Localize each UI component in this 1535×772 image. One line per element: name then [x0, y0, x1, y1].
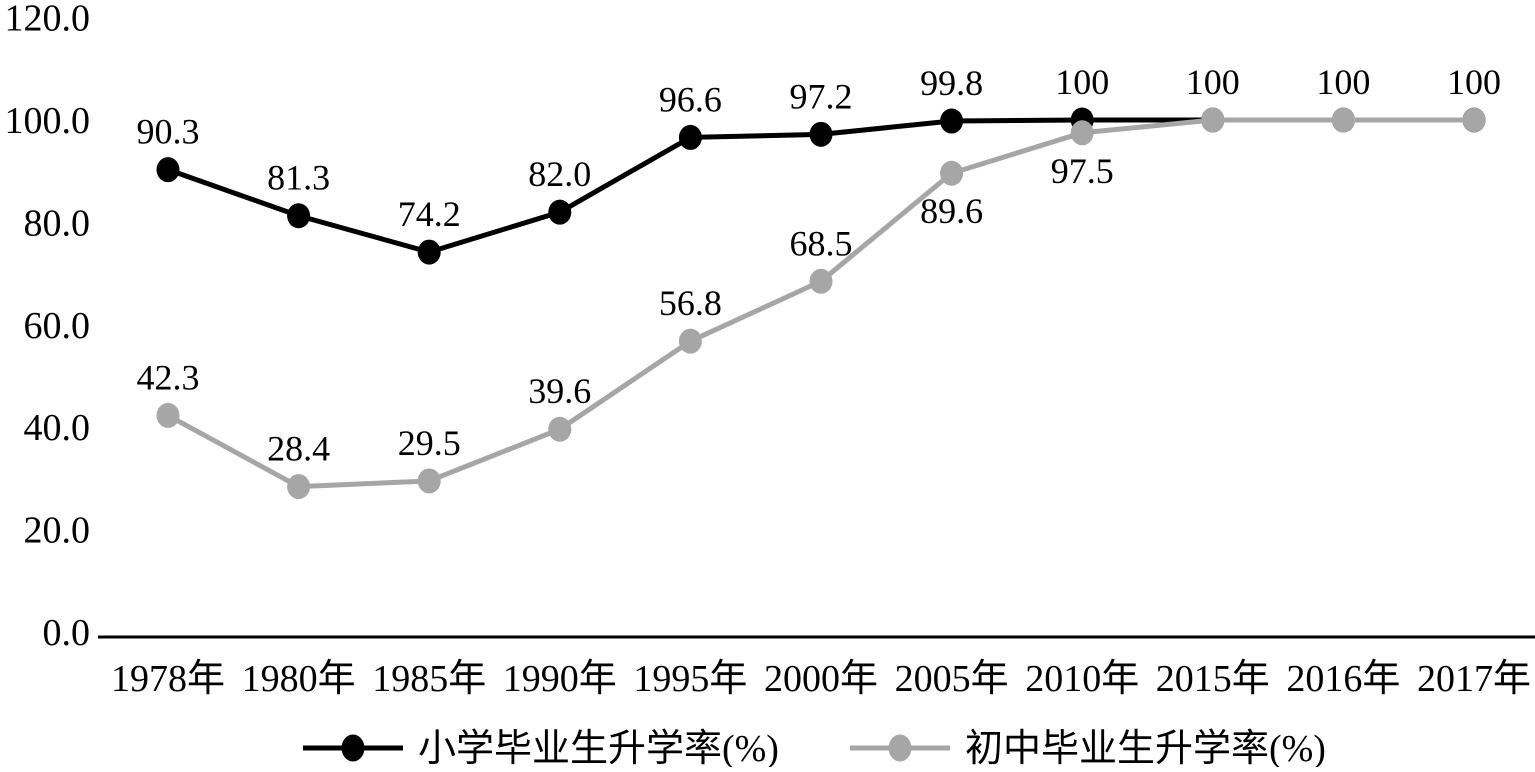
x-axis-label: 2000年	[764, 658, 878, 700]
series-0-data-label: 82.0	[528, 154, 591, 194]
x-axis-label: 2010年	[1025, 658, 1139, 700]
series-1-data-label: 42.3	[137, 357, 200, 397]
series-1-marker	[287, 474, 311, 500]
series-1-marker	[940, 160, 964, 186]
series-1-data-label: 28.4	[267, 429, 330, 469]
y-axis-tick-label: 40.0	[24, 407, 91, 449]
series-0-marker	[940, 108, 964, 134]
series-0-data-label: 74.2	[398, 194, 461, 234]
x-axis-label: 1985年	[372, 658, 486, 700]
series-0-marker	[678, 124, 702, 150]
y-axis-tick-label: 20.0	[24, 510, 91, 552]
series-0-data-label: 96.6	[659, 79, 722, 119]
series-0-marker	[156, 157, 180, 183]
y-axis-tick-label: 100.0	[5, 100, 91, 142]
x-axis-label: 1978年	[111, 658, 225, 700]
series-line-1	[165, 117, 1477, 490]
series-0-data-label: 100	[1186, 62, 1240, 102]
series-1-data-label: 89.6	[920, 191, 983, 231]
series-0-data-label: 90.3	[137, 112, 200, 152]
y-axis-tick-label: 80.0	[24, 202, 91, 244]
x-axis-label: 1995年	[633, 658, 747, 700]
series-1-marker	[809, 268, 833, 294]
x-axis-label: 1980年	[242, 658, 356, 700]
series-0-data-label: 99.8	[920, 63, 983, 103]
y-axis-tick-label: 0.0	[43, 612, 91, 654]
series-1-marker	[678, 328, 702, 354]
series-0-marker	[287, 203, 311, 229]
series-1-marker	[1331, 107, 1355, 133]
series-0-data-label: 100	[1055, 62, 1109, 102]
series-0-data-label: 100	[1447, 62, 1501, 102]
legend-label-0: 小学毕业生升学率(%)	[418, 728, 779, 767]
x-axis-label: 2015年	[1156, 658, 1270, 700]
x-axis-label: 2016年	[1286, 658, 1400, 700]
series-0-data-label: 100	[1316, 62, 1370, 102]
series-1-data-label: 56.8	[659, 283, 722, 323]
x-axis-label: 2005年	[895, 658, 1009, 700]
series-1-marker	[156, 402, 180, 428]
legend-marker-1	[888, 734, 912, 762]
series-0-data-label: 81.3	[267, 158, 330, 198]
series-1-marker	[548, 416, 572, 442]
y-axis-tick-label: 120.0	[5, 0, 91, 40]
series-1-marker	[1201, 107, 1225, 133]
series-1-data-label: 68.5	[790, 223, 853, 263]
series-0-marker	[809, 121, 833, 147]
series-1-data-label: 29.5	[398, 423, 461, 463]
series-1-marker	[417, 468, 441, 494]
x-axis-label: 2017年	[1417, 658, 1531, 700]
legend-label-1: 初中毕业生升学率(%)	[965, 728, 1326, 767]
series-1-marker	[1462, 107, 1486, 133]
series-1-data-label: 97.5	[1051, 151, 1114, 191]
series-0-data-label: 97.2	[790, 76, 853, 116]
legend-marker-0	[341, 734, 365, 762]
series-0-marker	[548, 199, 572, 225]
series-0-marker	[417, 239, 441, 265]
series-1-data-label: 39.6	[528, 371, 591, 411]
x-axis-label: 1990年	[503, 658, 617, 700]
series-1-marker	[1070, 120, 1094, 146]
y-axis-tick-label: 60.0	[24, 305, 91, 347]
